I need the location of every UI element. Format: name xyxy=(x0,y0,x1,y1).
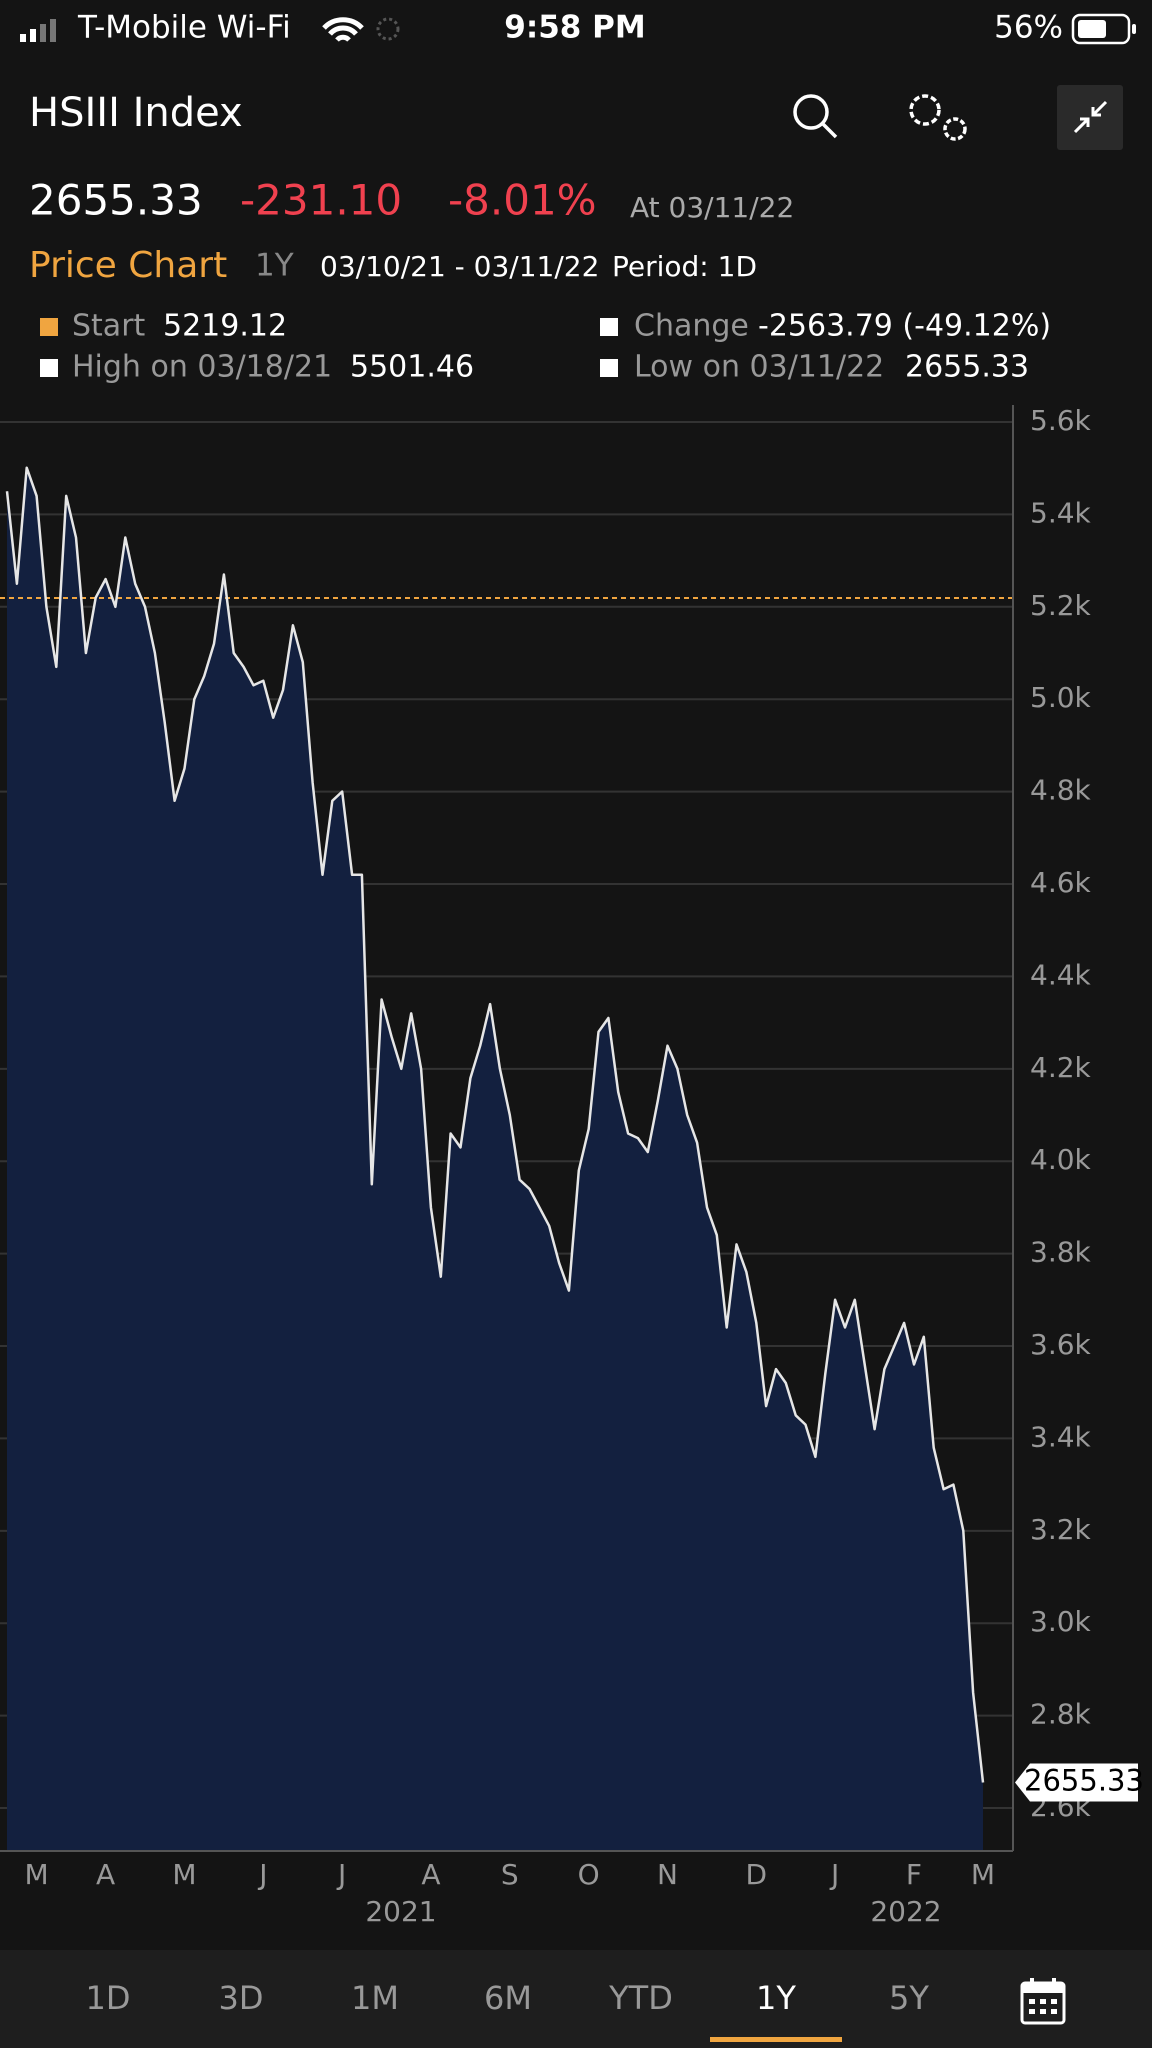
stat-swatch xyxy=(600,318,618,336)
search-button[interactable] xyxy=(793,94,838,139)
stat-value: 5219.12 xyxy=(163,309,287,344)
wifi-icon xyxy=(322,17,364,42)
stat-label: Start xyxy=(72,309,146,344)
net-change: -231.10 xyxy=(240,176,402,225)
tab[interactable]: 1D xyxy=(86,1979,131,2017)
last-price-label: 2655.33 xyxy=(1024,1763,1144,1797)
stat-swatch xyxy=(40,359,58,377)
y-tick-label: 4.4k xyxy=(1030,958,1092,991)
tab[interactable]: YTD xyxy=(608,1979,673,2017)
x-tick-label: M xyxy=(172,1858,196,1891)
y-tick-label: 5.4k xyxy=(1030,496,1092,529)
x-tick-label: S xyxy=(501,1858,519,1891)
percent-change: -8.01% xyxy=(448,176,597,225)
tab[interactable]: 6M xyxy=(484,1979,532,2017)
collapse-button[interactable] xyxy=(1057,85,1123,150)
x-tick-label: A xyxy=(96,1858,115,1891)
y-tick-label: 5.6k xyxy=(1030,404,1092,437)
x-tick-label: F xyxy=(906,1858,922,1891)
signal-icon xyxy=(20,19,56,42)
x-tick-label: O xyxy=(578,1858,600,1891)
x-tick-label: M xyxy=(24,1858,48,1891)
price-chart: 2.6k2.8k3.0k3.2k3.4k3.6k3.8k4.0k4.2k4.4k… xyxy=(0,404,1144,1891)
stat-value: 5501.46 xyxy=(350,350,474,385)
chart-title: Price Chart xyxy=(29,245,227,286)
x-tick-label: J xyxy=(257,1858,267,1891)
stat-label: Change xyxy=(634,309,749,344)
as-of-date: At 03/11/22 xyxy=(630,191,794,224)
tab[interactable]: 1Y xyxy=(756,1979,796,2017)
index-title: HSIII Index xyxy=(29,90,243,136)
y-tick-label: 5.0k xyxy=(1030,681,1092,714)
y-tick-label: 3.8k xyxy=(1030,1236,1092,1269)
calendar-button[interactable] xyxy=(1020,1978,1066,2025)
y-tick-label: 4.6k xyxy=(1030,866,1092,899)
period: Period: 1D xyxy=(612,250,757,283)
x-tick-label: N xyxy=(657,1858,678,1891)
y-tick-label: 4.0k xyxy=(1030,1143,1092,1176)
price-line xyxy=(5,466,985,1783)
date-range: 03/10/21 - 03/11/22 xyxy=(320,250,599,283)
carrier: T-Mobile Wi-Fi xyxy=(77,10,291,46)
x-tick-label: J xyxy=(336,1858,346,1891)
stat-swatch xyxy=(600,359,618,377)
y-tick-label: 3.0k xyxy=(1030,1605,1092,1638)
tab[interactable]: 5Y xyxy=(889,1979,929,2017)
last-price-tag xyxy=(1015,1763,1138,1802)
x-tick-label: A xyxy=(421,1858,440,1891)
x-tick-label: D xyxy=(745,1858,767,1891)
area-fill xyxy=(7,467,983,1852)
clock: 9:58 PM xyxy=(504,10,645,46)
battery-percent: 56% xyxy=(994,10,1063,46)
stat-value: 2655.33 xyxy=(905,350,1029,385)
start-swatch xyxy=(40,318,58,336)
y-tick-label: 3.2k xyxy=(1030,1513,1092,1546)
tab[interactable]: 1M xyxy=(351,1979,399,2017)
x-tick-label: J xyxy=(829,1858,839,1891)
year-label: 2021 xyxy=(365,1895,436,1928)
y-tick-label: 3.6k xyxy=(1030,1328,1092,1361)
tab[interactable]: 3D xyxy=(219,1979,264,2017)
y-tick-label: 4.8k xyxy=(1030,774,1092,807)
year-label: 2022 xyxy=(870,1895,941,1928)
activity-icon xyxy=(376,17,400,41)
tab-bar xyxy=(0,1950,1152,2048)
last-price: 2655.33 xyxy=(29,176,203,225)
stat-label: Low on 03/11/22 xyxy=(634,350,884,385)
x-tick-label: M xyxy=(971,1858,995,1891)
stat-value: -2563.79 (-49.12%) xyxy=(758,309,1051,344)
y-tick-label: 5.2k xyxy=(1030,589,1092,622)
y-tick-label: 4.2k xyxy=(1030,1051,1092,1084)
tabs: 1D 3D 1M 6M YTD 1Y 5Y xyxy=(86,1979,929,2042)
y-tick-label: 3.4k xyxy=(1030,1420,1092,1453)
stat-label: High on 03/18/21 xyxy=(72,350,332,385)
y-tick-label: 2.8k xyxy=(1030,1698,1092,1731)
battery-icon xyxy=(1071,13,1136,45)
settings-button[interactable] xyxy=(909,94,967,141)
tab-indicator xyxy=(710,2037,842,2042)
range: 1Y xyxy=(255,248,294,284)
